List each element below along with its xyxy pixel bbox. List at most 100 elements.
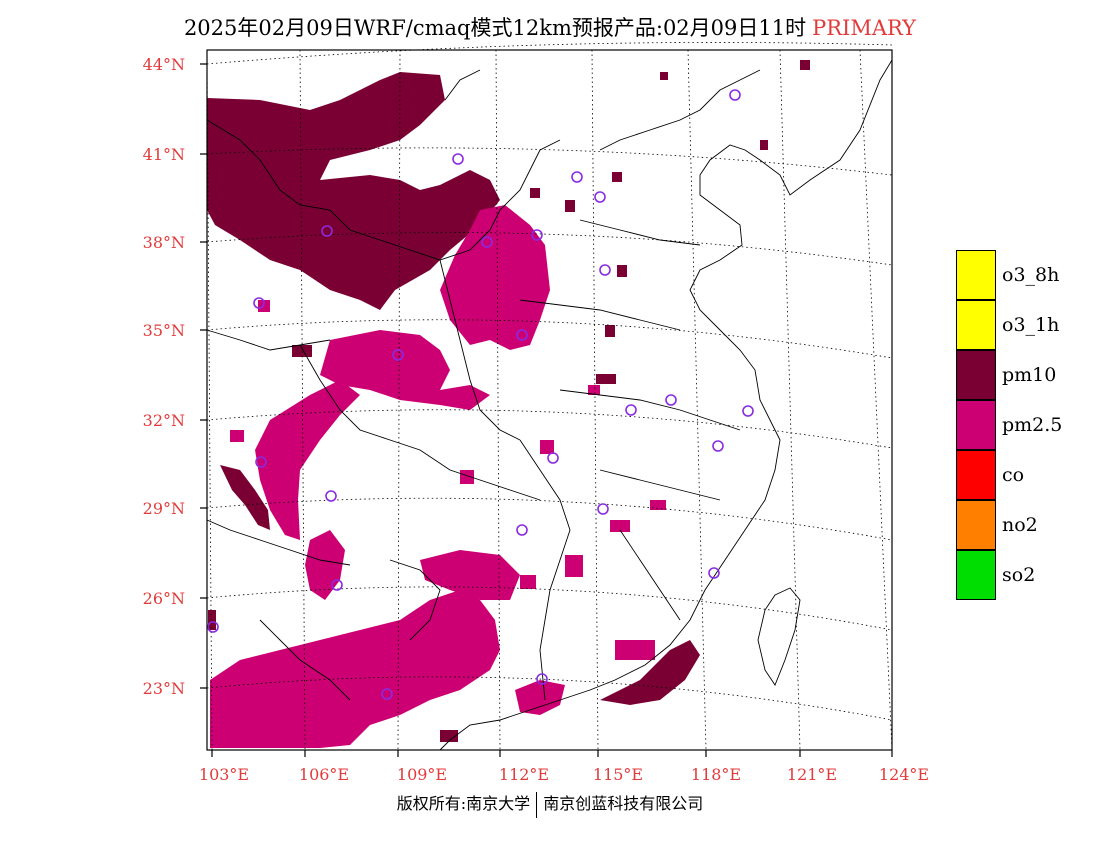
- copyright-company: 南京创蓝科技有限公司: [543, 794, 704, 813]
- station-marker: [207, 621, 219, 633]
- legend-label: no2: [1002, 514, 1038, 536]
- legend-swatch: [956, 250, 996, 300]
- map-title: 2025年02月09日WRF/cmaq模式12km预报产品:02月09日11时 P…: [0, 12, 1100, 42]
- station-marker: [547, 452, 559, 464]
- title-main: 2025年02月09日WRF/cmaq模式12km预报产品:02月09日11时: [183, 16, 807, 40]
- pm10-patch: [208, 610, 216, 630]
- pm25-areas: [210, 205, 666, 748]
- pm10-patch: [617, 265, 627, 277]
- province-border: [519, 439, 571, 701]
- legend-label: o3_8h: [1002, 264, 1060, 286]
- pm25-patch: [588, 385, 600, 395]
- legend-label: pm2.5: [1002, 414, 1063, 436]
- province-border: [206, 519, 351, 566]
- lon-label: 124°E: [878, 765, 930, 784]
- legend-label: pm10: [1002, 364, 1057, 386]
- pm10-patch: [800, 60, 810, 70]
- station-marker: [531, 229, 543, 241]
- lon-label: 118°E: [690, 765, 742, 784]
- station-marker: [253, 297, 265, 309]
- station-marker: [325, 490, 337, 502]
- station-marker: [536, 673, 548, 685]
- lat-label: 35°N: [142, 321, 185, 340]
- lat-label: 29°N: [142, 499, 185, 518]
- pm25-area-guizhou: [305, 530, 345, 600]
- pm10-patch: [565, 200, 575, 212]
- province-border: [599, 69, 761, 151]
- pm10-area-taiwan-strait: [600, 640, 700, 705]
- station-marker: [742, 405, 754, 417]
- footer-divider: [536, 791, 538, 818]
- pm25-patch: [650, 500, 666, 510]
- station-marker: [392, 349, 404, 361]
- pm25-area-hunan-east: [420, 550, 520, 600]
- station-marker: [729, 89, 741, 101]
- station-markers: [207, 89, 754, 700]
- pm25-area-north-china: [440, 205, 550, 350]
- taiwan-outline: [757, 587, 801, 686]
- station-marker: [712, 440, 724, 452]
- lon-label: 109°E: [396, 765, 448, 784]
- lon-label: 112°E: [498, 765, 550, 784]
- legend-label: o3_1h: [1002, 314, 1060, 336]
- station-marker: [571, 171, 583, 183]
- legend-swatch: [956, 350, 996, 400]
- province-border: [599, 469, 721, 501]
- station-marker: [516, 329, 528, 341]
- lat-label: 38°N: [142, 233, 185, 252]
- lon-label: 115°E: [592, 765, 644, 784]
- pm25-patch: [460, 470, 474, 484]
- pm10-patch: [760, 140, 768, 150]
- station-marker: [597, 503, 609, 515]
- legend-swatch: [956, 450, 996, 500]
- map-frame: [200, 49, 893, 757]
- station-marker: [625, 404, 637, 416]
- province-border: [444, 69, 481, 101]
- pm25-patch: [565, 555, 583, 577]
- pm25-area-guangdong: [515, 680, 565, 715]
- legend-swatch: [956, 300, 996, 350]
- station-marker: [255, 456, 267, 468]
- legend-swatch: [956, 550, 996, 600]
- station-marker: [599, 264, 611, 276]
- pm10-patch: [605, 325, 615, 337]
- lon-label: 106°E: [298, 765, 350, 784]
- province-border: [206, 119, 561, 261]
- copyright-owner: 版权所有:南京大学: [396, 794, 531, 813]
- province-border: [519, 299, 681, 331]
- station-marker: [516, 524, 528, 536]
- pm25-area-central-belt: [320, 330, 490, 410]
- pm25-patch: [615, 640, 655, 660]
- pm10-patch: [596, 374, 616, 384]
- pm10-area-northwest: [207, 72, 500, 310]
- title-primary-tag: PRIMARY: [812, 16, 917, 40]
- copyright-footer: 版权所有:南京大学 南京创蓝科技有限公司: [0, 790, 1100, 818]
- pm25-area-south: [210, 590, 500, 748]
- province-border: [579, 219, 701, 246]
- coastline: [439, 59, 893, 751]
- pm25-patch: [230, 430, 244, 442]
- pm10-patch: [440, 730, 458, 742]
- pm10-areas: [207, 60, 810, 742]
- station-marker: [381, 688, 393, 700]
- legend-swatch: [956, 400, 996, 450]
- boundaries: [206, 59, 893, 751]
- station-marker: [594, 191, 606, 203]
- pm25-patch: [610, 520, 630, 532]
- pm10-area-sichuan-west: [220, 465, 270, 530]
- lat-label: 44°N: [142, 55, 185, 74]
- province-border: [619, 529, 681, 621]
- pm25-patch: [258, 300, 270, 312]
- pm10-patch: [292, 345, 312, 357]
- province-border: [439, 259, 521, 441]
- legend-label: co: [1002, 464, 1025, 486]
- station-marker: [452, 153, 464, 165]
- lon-label: 103°E: [198, 765, 250, 784]
- legend-label: so2: [1002, 564, 1036, 586]
- station-marker: [665, 394, 677, 406]
- province-border: [389, 559, 441, 641]
- pm10-patch: [612, 172, 622, 182]
- station-marker: [708, 567, 720, 579]
- legend-swatch: [956, 500, 996, 550]
- province-border: [299, 344, 541, 501]
